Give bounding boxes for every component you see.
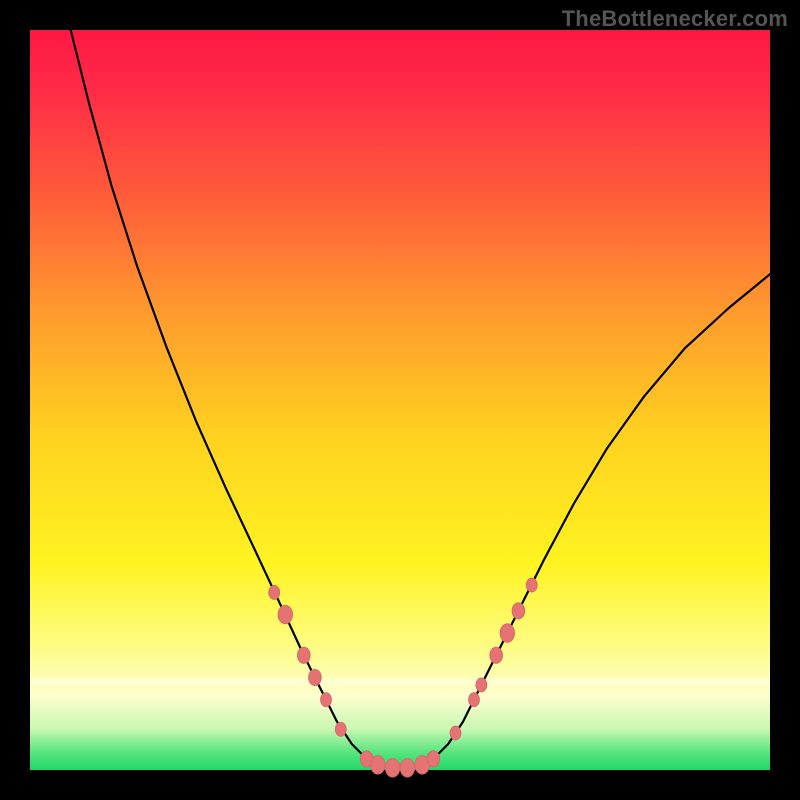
curve-marker	[490, 647, 503, 663]
plot-area	[30, 30, 770, 770]
watermark-text: TheBottlenecker.com	[562, 6, 788, 32]
curve-marker	[321, 693, 332, 707]
curve-marker	[400, 759, 414, 777]
curve-marker	[469, 693, 480, 707]
curve-marker	[335, 722, 346, 736]
curve-marker	[512, 603, 525, 619]
curve-marker	[385, 759, 399, 777]
curve-marker	[476, 678, 487, 692]
curve-marker	[278, 605, 292, 623]
curve-marker	[298, 647, 311, 663]
curve-marker	[309, 669, 322, 685]
curve-markers	[269, 578, 537, 777]
bottleneck-curve	[71, 30, 770, 769]
curve-layer	[30, 30, 770, 770]
curve-marker	[371, 756, 385, 774]
curve-marker	[526, 578, 537, 592]
curve-marker	[427, 751, 440, 767]
chart-root: TheBottlenecker.com	[0, 0, 800, 800]
curve-marker	[450, 726, 461, 740]
curve-marker	[269, 586, 280, 600]
curve-marker	[500, 624, 514, 642]
